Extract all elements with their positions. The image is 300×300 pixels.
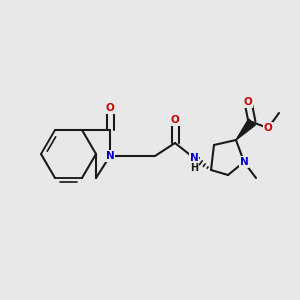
- Text: O: O: [244, 97, 252, 107]
- Text: O: O: [171, 115, 179, 125]
- Text: O: O: [264, 123, 272, 133]
- Text: H: H: [190, 163, 198, 173]
- Text: N: N: [240, 157, 248, 167]
- Text: N: N: [190, 153, 198, 163]
- Text: N: N: [106, 151, 114, 161]
- Polygon shape: [236, 119, 255, 140]
- Text: O: O: [106, 103, 114, 113]
